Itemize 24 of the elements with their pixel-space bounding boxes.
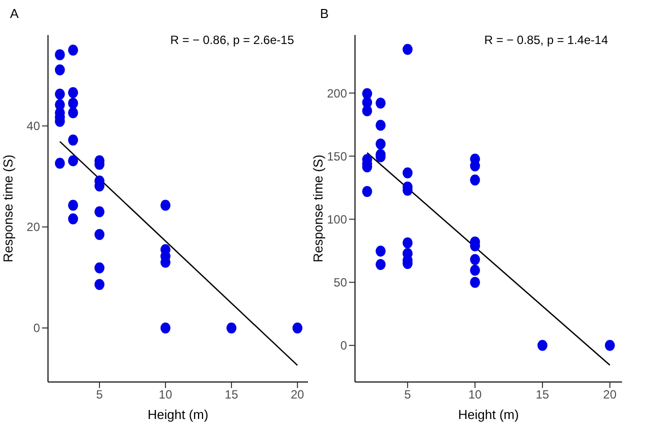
chart-title: A bbox=[10, 6, 19, 21]
x-tick-label: 5 bbox=[96, 388, 104, 402]
x-tick-label: 10 bbox=[468, 388, 482, 402]
y-tick-label: 50 bbox=[334, 276, 348, 290]
x-tick-label: 15 bbox=[224, 388, 238, 402]
x-tick-label: 20 bbox=[603, 388, 617, 402]
x-axis-title: Height (m) bbox=[458, 407, 519, 422]
chart-title: B bbox=[320, 6, 329, 21]
y-tick-label: 20 bbox=[26, 220, 40, 234]
y-tick-label: 150 bbox=[326, 149, 348, 164]
x-tick-label: 20 bbox=[290, 388, 304, 402]
y-tick-label: 0 bbox=[340, 338, 348, 353]
y-tick-label: 40 bbox=[26, 119, 40, 134]
x-tick-label: 5 bbox=[404, 388, 412, 402]
y-tick-label: 100 bbox=[326, 212, 348, 226]
x-tick-label: 15 bbox=[536, 388, 550, 402]
y-tick-label: 0 bbox=[33, 321, 40, 336]
annotation: R = − 0.85, p = 1.4e-14 bbox=[484, 33, 608, 47]
y-tick-label: 200 bbox=[326, 86, 348, 100]
annotation: R = − 0.86, p = 2.6e-15 bbox=[170, 33, 294, 47]
x-tick-label: 10 bbox=[158, 388, 172, 402]
y-axis-title: Response time (S) bbox=[0, 154, 16, 262]
x-axis-title: Height (m) bbox=[148, 407, 208, 422]
y-axis-title: Response time (S) bbox=[310, 154, 326, 262]
